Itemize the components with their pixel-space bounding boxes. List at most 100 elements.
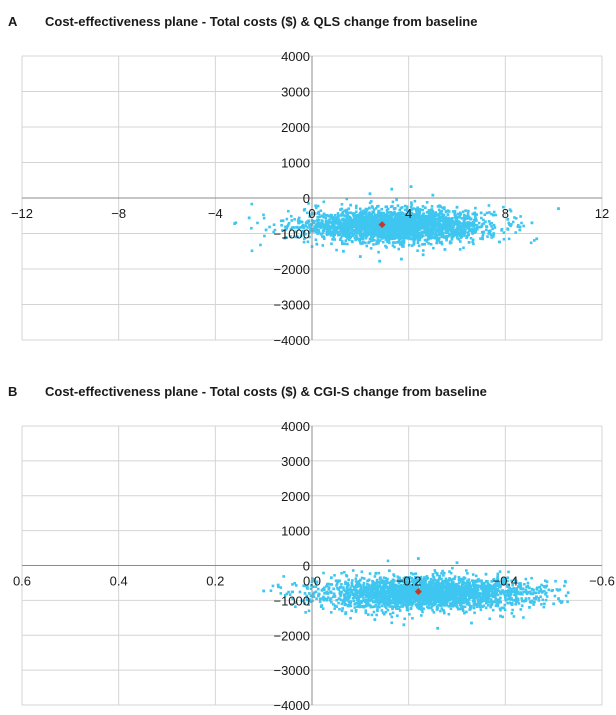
scatter-point <box>522 616 525 619</box>
scatter-point <box>421 205 425 208</box>
scatter-point <box>382 219 386 222</box>
scatter-point <box>304 611 307 614</box>
scatter-point <box>523 583 526 586</box>
scatter-point <box>445 604 448 607</box>
scatter-point <box>469 584 473 588</box>
scatter-point <box>530 587 534 591</box>
scatter-point <box>481 235 484 238</box>
scatter-point <box>384 244 387 248</box>
scatter-point <box>377 222 380 225</box>
scatter-point <box>535 237 539 241</box>
scatter-point <box>494 597 497 601</box>
scatter-point <box>364 215 367 219</box>
scatter-point <box>545 595 549 598</box>
scatter-point <box>431 220 435 224</box>
scatter-point <box>403 208 407 212</box>
scatter-point <box>351 233 355 237</box>
scatter-point <box>402 236 406 240</box>
scatter-point <box>404 581 408 585</box>
scatter-point <box>454 233 458 237</box>
scatter-point <box>380 587 383 591</box>
scatter-point <box>456 586 459 590</box>
scatter-point <box>390 583 394 586</box>
scatter-point <box>400 222 404 226</box>
scatter-point <box>485 211 489 215</box>
scatter-point <box>444 590 448 594</box>
scatter-point <box>343 594 346 598</box>
scatter-point <box>502 205 505 209</box>
scatter-point <box>458 214 461 217</box>
scatter-point <box>402 589 406 592</box>
scatter-point <box>314 206 318 210</box>
scatter-point <box>439 205 442 208</box>
scatter-point <box>346 227 350 231</box>
scatter-point <box>391 241 395 244</box>
scatter-point <box>410 213 413 216</box>
scatter-point <box>416 249 419 252</box>
scatter-point <box>453 216 457 219</box>
scatter-point <box>437 597 440 601</box>
scatter-point <box>436 581 440 584</box>
scatter-point <box>427 209 431 212</box>
scatter-point <box>461 590 465 594</box>
scatter-point <box>451 210 455 213</box>
scatter-point <box>434 230 438 234</box>
scatter-point <box>309 594 313 598</box>
scatter-point <box>364 236 368 240</box>
scatter-point <box>480 216 483 220</box>
scatter-point <box>382 583 385 587</box>
scatter-point <box>348 235 352 239</box>
scatter-point <box>359 223 362 227</box>
scatter-point <box>520 599 524 603</box>
scatter-point <box>326 592 330 596</box>
x-tick-label: 0 <box>308 206 315 221</box>
scatter-point <box>498 585 502 589</box>
scatter-point <box>412 229 415 232</box>
scatter-point <box>346 237 350 240</box>
scatter-point <box>429 236 432 239</box>
scatter-point <box>349 211 353 215</box>
scatter-point <box>415 597 418 601</box>
scatter-point <box>358 234 362 237</box>
scatter-point <box>523 599 527 602</box>
scatter-point <box>430 224 434 227</box>
scatter-point <box>395 600 399 604</box>
scatter-point <box>321 607 325 610</box>
scatter-point <box>440 242 444 246</box>
scatter-point <box>405 228 408 231</box>
scatter-point <box>514 579 518 583</box>
scatter-point <box>299 234 303 238</box>
scatter-point <box>355 236 358 239</box>
scatter-point <box>532 591 535 595</box>
scatter-point <box>474 583 477 587</box>
scatter-point <box>329 611 333 614</box>
scatter-point <box>374 600 378 604</box>
scatter-point <box>426 232 430 236</box>
scatter-point <box>468 217 472 221</box>
scatter-point <box>509 593 513 596</box>
scatter-point <box>442 609 446 613</box>
scatter-point <box>352 599 356 603</box>
scatter-point <box>453 575 457 578</box>
scatter-point <box>544 591 548 595</box>
scatter-point <box>369 212 372 216</box>
scatter-point <box>293 581 297 585</box>
scatter-point <box>382 600 386 604</box>
scatter-point <box>492 210 496 214</box>
scatter-point <box>316 229 319 233</box>
scatter-point <box>268 225 271 229</box>
scatter-point <box>395 198 398 202</box>
scatter-point <box>514 598 518 601</box>
scatter-point <box>391 597 395 600</box>
scatter-point <box>354 592 358 596</box>
scatter-point <box>333 217 337 220</box>
scatter-point <box>359 210 363 213</box>
scatter-point <box>437 208 441 212</box>
scatter-point <box>402 228 406 231</box>
scatter-point <box>471 573 475 576</box>
scatter-point <box>409 226 412 230</box>
scatter-point <box>379 225 382 229</box>
scatter-point <box>414 234 418 237</box>
scatter-point <box>380 215 384 218</box>
scatter-point <box>397 581 401 585</box>
